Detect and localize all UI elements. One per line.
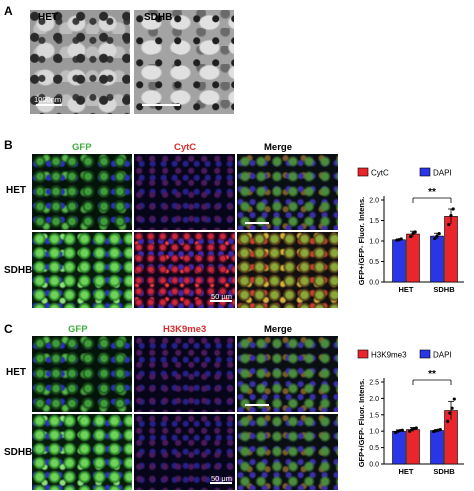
panel-b-row-het: HET: [6, 185, 26, 196]
chart-b-y-axis-label: GFP+/GFP- Fluor. Intens.: [357, 197, 366, 286]
chart-c-xtick-label-0: HET: [399, 467, 414, 476]
chart-c-point-sdhb-h3k9me3-3: [452, 397, 456, 401]
chart-b-ytick-label-2: 1.0: [369, 239, 379, 246]
chart-b-point-sdhb-dapi-1: [435, 234, 439, 238]
em-image-het: HET 1000nm: [30, 10, 130, 114]
chart-c-ytick-label-3: 1.5: [369, 412, 379, 419]
panel-b-sdhb-merge-image: [237, 232, 338, 308]
panel-c-col-merge: Merge: [264, 324, 292, 335]
panel-c-sdhb-merge-image: [237, 414, 338, 490]
panel-a-letter: A: [4, 4, 13, 18]
chart-b-ytick-label-0: 0.0: [369, 280, 379, 287]
panel-c-het-merge-image: [237, 336, 338, 412]
panel-c-row-sdhb: SDHB: [4, 447, 33, 458]
em-sdhb-label: SDHB: [144, 12, 173, 23]
chart-b-point-sdhb-cytc-2: [451, 207, 455, 211]
chart-b-point-sdhb-cytc-1: [449, 213, 453, 218]
panel-c-het-gfp-image: [32, 336, 132, 412]
chart-c-sig-stars: **: [428, 369, 436, 380]
chart-c-legend-label-1: DAPI: [433, 351, 452, 360]
chart-c-point-sdhb-h3k9me3-2: [450, 406, 454, 410]
chart-c-legend-swatch-0: [357, 349, 369, 359]
panel-c-sdhb-scale-bar: [210, 482, 232, 484]
panel-c-row-het: HET: [6, 367, 26, 378]
chart-b-legend-label-0: CytC: [371, 169, 389, 178]
chart-c-ytick-label-1: 0.5: [369, 445, 379, 452]
chart-b-legend-label-1: DAPI: [433, 169, 452, 178]
chart-b-point-sdhb-dapi-0: [433, 236, 437, 241]
em-sdhb-scale-bar: [142, 104, 180, 106]
chart-c-ytick-label-0: 0.0: [369, 462, 379, 469]
chart-b-xtick-label-1: SDHB: [433, 285, 455, 294]
em-image-sdhb: SDHB: [134, 10, 234, 114]
em-het-label: HET: [38, 12, 58, 23]
panel-b-col-cytc: CytC: [174, 142, 197, 153]
chart-c-ytick-label-4: 2.0: [369, 396, 379, 403]
chart-c-point-het-h3k9me3-3: [414, 426, 418, 430]
chart-c-point-sdhb-dapi-3: [438, 427, 442, 432]
chart-c-bar-het-dapi: [392, 430, 406, 465]
panel-b-sdhb-scale-bar: [210, 300, 232, 302]
chart-c-legend-label-0: H3K9me3: [371, 351, 407, 360]
chart-c-point-het-h3k9me3-0: [408, 429, 412, 433]
chart-c-ytick-label-2: 1.0: [369, 429, 379, 436]
chart-c-bar-het-h3k9me3: [406, 429, 420, 465]
panel-b-het-cytc-image: [134, 154, 235, 230]
panel-b-sdhb-gfp-image: [32, 232, 132, 308]
chart-b-point-het-cytc-0: [409, 234, 413, 239]
panel-c-col-h3k9me3: H3K9me3: [163, 324, 207, 335]
chart-c-point-sdhb-h3k9me3-0: [446, 419, 450, 423]
panel-c-het-scale-bar: [245, 404, 269, 406]
panel-c-sdhb-h3k9me3-image: [134, 414, 235, 490]
chart-b-bar-sdhb-cytc: [444, 216, 458, 283]
chart-c-legend-swatch-1: [419, 349, 431, 359]
chart-b-bar-sdhb-dapi: [430, 235, 444, 283]
chart-b-point-sdhb-dapi-2: [437, 232, 441, 236]
chart-b-xtick-label-0: HET: [399, 285, 414, 294]
chart-b-legend-swatch-1: [419, 167, 431, 177]
panel-c-col-gfp: GFP: [68, 324, 88, 335]
chart-b-ytick-label-3: 1.5: [369, 218, 379, 225]
chart-c-point-het-dapi-3: [400, 428, 404, 432]
chart-b-ytick-label-4: 2.0: [369, 198, 379, 205]
panel-b-col-merge: Merge: [264, 142, 292, 153]
panel-b-het-merge-image: [237, 154, 338, 230]
chart-c-bar-sdhb-dapi: [430, 430, 444, 465]
panel-b-het-gfp-image: [32, 154, 132, 230]
panel-b-scale-text: 50 μm: [211, 292, 232, 301]
chart-b-point-het-cytc-2: [413, 230, 417, 234]
chart-b-legend-swatch-0: [357, 167, 369, 177]
chart-b-point-het-cytc-1: [411, 232, 415, 236]
chart-b-ytick-label-1: 0.5: [369, 259, 379, 266]
chart-b-point-het-dapi-2: [399, 237, 403, 241]
chart-b-bar-het-cytc: [406, 233, 420, 283]
chart-b-bar-het-dapi: [392, 239, 406, 283]
chart-c-y-axis-label: GFP+/GFP- Fluor. Intens.: [357, 379, 366, 468]
panel-b-letter: B: [4, 138, 13, 152]
panel-c-scale-text: 50 μm: [211, 474, 232, 483]
panel-c-sdhb-gfp-image: [32, 414, 132, 490]
em-het-scale-bar: [36, 104, 62, 106]
panel-b-row-sdhb: SDHB: [4, 265, 33, 276]
chart-c-ytick-label-5: 2.5: [369, 380, 379, 387]
panel-c-het-h3k9me3-image: [134, 336, 235, 412]
panel-b-het-scale-bar: [245, 222, 269, 224]
panel-b-col-gfp: GFP: [72, 142, 92, 153]
chart-b-sig-stars: **: [428, 187, 436, 198]
panel-b-sdhb-cytc-image: [134, 232, 235, 308]
em-het-scale-text: 1000nm: [34, 95, 62, 104]
chart-c-xtick-label-1: SDHB: [433, 467, 455, 476]
chart-c-point-sdhb-h3k9me3-1: [448, 411, 452, 415]
chart-b-point-sdhb-cytc-0: [447, 223, 451, 227]
panel-c-letter: C: [4, 322, 13, 336]
